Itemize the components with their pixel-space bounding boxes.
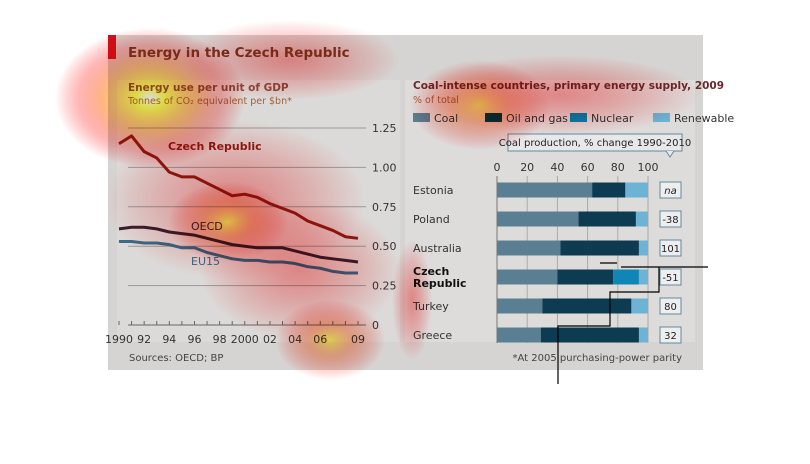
bar-segment-oil-and-gas: [540, 327, 639, 343]
y-tick-label: 0.25: [372, 280, 397, 293]
category-label: Australia: [413, 242, 462, 255]
bar-segment-renewable: [625, 182, 648, 198]
series-label: EU15: [191, 255, 220, 268]
side-column-title: Coal production, % change 1990-2010: [499, 138, 691, 149]
side-value: -38: [662, 215, 678, 226]
category-label: Greece: [413, 329, 452, 342]
category-label: Turkey: [412, 300, 449, 313]
bar-segment-oil-and-gas: [578, 211, 636, 227]
y-tick-label: 0: [372, 319, 379, 332]
x-tick-label: 94: [162, 333, 176, 346]
x-tick-label: 04: [288, 333, 302, 346]
x-tick-label: 100: [638, 161, 659, 174]
side-value: 80: [664, 302, 677, 313]
bar-chart-subtitle: % of total: [413, 95, 459, 106]
x-tick-label: 98: [213, 333, 227, 346]
legend-label: Nuclear: [591, 112, 634, 125]
side-value: 32: [664, 331, 677, 342]
series-label: OECD: [191, 220, 223, 233]
x-tick-label: 0: [494, 161, 501, 174]
legend-swatch: [653, 113, 670, 122]
x-tick-label: 09: [351, 333, 365, 346]
main-title: Energy in the Czech Republic: [128, 45, 350, 61]
bar-segment-coal: [497, 182, 593, 198]
bar-segment-coal: [497, 298, 543, 314]
x-tick-label: 06: [313, 333, 327, 346]
y-tick-label: 0.50: [372, 240, 397, 253]
brand-red-tab: [108, 35, 116, 59]
y-tick-label: 1.25: [372, 122, 397, 135]
bar-segment-oil-and-gas: [542, 298, 632, 314]
left-panel-background: [117, 80, 400, 342]
side-value-box: [659, 268, 682, 286]
x-tick-label: 60: [581, 161, 595, 174]
bar-segment-coal: [497, 211, 579, 227]
legend-swatch: [413, 113, 430, 122]
side-value-box: [659, 239, 682, 257]
line-chart-title: Energy use per unit of GDP: [128, 82, 289, 94]
category-label: Estonia: [413, 184, 454, 197]
bar-segment-coal: [497, 327, 541, 343]
side-value-box: [659, 210, 682, 228]
x-tick-label: 1990: [105, 333, 133, 346]
bar-segment-oil-and-gas: [560, 240, 639, 256]
x-tick-label: 02: [263, 333, 277, 346]
callout-pointer: [665, 150, 675, 158]
y-tick-label: 1.00: [372, 161, 397, 174]
x-tick-label: 96: [187, 333, 201, 346]
bar-segment-renewable: [638, 240, 648, 256]
x-tick-label: 80: [611, 161, 625, 174]
legend-swatch: [485, 113, 502, 122]
legend-label: Renewable: [674, 112, 734, 125]
side-value: 101: [661, 244, 680, 255]
bar-segment-oil-and-gas: [592, 182, 626, 198]
x-tick-label: 20: [520, 161, 534, 174]
bar-segment-oil-and-gas: [557, 269, 614, 285]
bar-segment-coal: [497, 269, 558, 285]
bar-segment-coal: [497, 240, 561, 256]
legend-label: Coal: [434, 112, 458, 125]
side-value: -51: [662, 273, 678, 284]
category-label: Republic: [413, 277, 467, 290]
legend-label: Oil and gas: [506, 112, 568, 125]
bar-segment-nuclear: [613, 269, 639, 285]
side-value-box: [659, 181, 682, 199]
bar-segment-renewable: [638, 327, 648, 343]
side-value-box: [659, 326, 682, 344]
line-chart-subtitle: Tonnes of CO₂ equivalent per $bn*: [127, 96, 292, 107]
x-tick-label: 92: [137, 333, 151, 346]
bar-segment-renewable: [635, 211, 648, 227]
sources: Sources: OECD; BP: [129, 353, 223, 364]
side-value-box: [659, 297, 682, 315]
bar-chart-title: Coal-intense countries, primary energy s…: [413, 80, 724, 92]
bar-segment-renewable: [631, 298, 648, 314]
y-tick-label: 0.75: [372, 201, 397, 214]
series-label: Czech Republic: [168, 140, 262, 153]
side-value: na: [664, 186, 676, 197]
x-tick-label: 40: [550, 161, 564, 174]
bar-segment-renewable: [638, 269, 648, 285]
category-label: Poland: [413, 213, 450, 226]
legend-swatch: [570, 113, 587, 122]
x-tick-label: 2000: [231, 333, 259, 346]
footnote: *At 2005 purchasing-power parity: [512, 353, 682, 364]
